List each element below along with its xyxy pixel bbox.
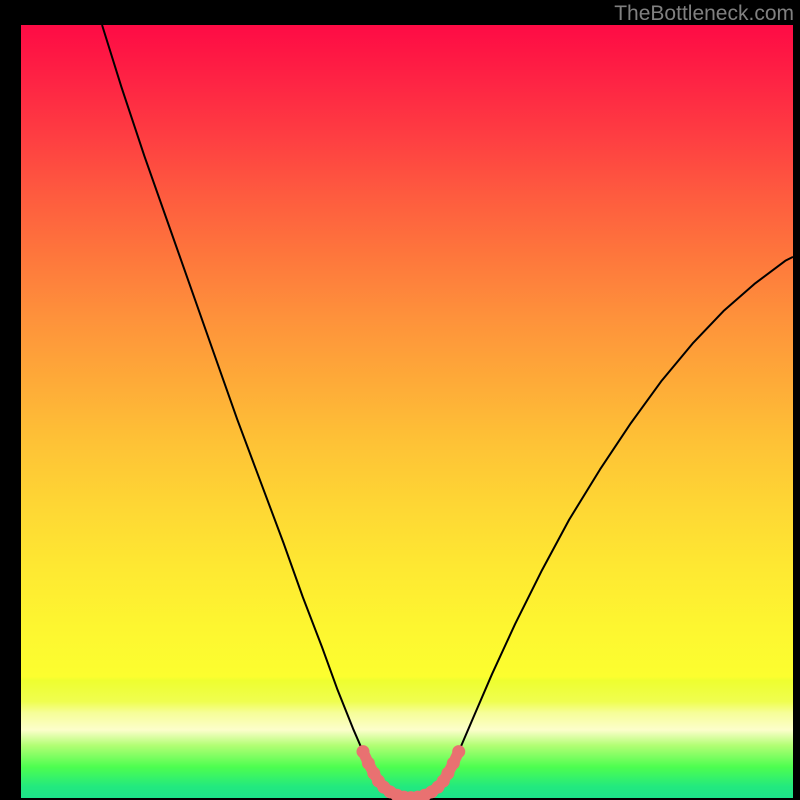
chart-container: TheBottleneck.com [0,0,800,800]
chart-plot-area [21,25,793,798]
bottleneck-chart [0,0,800,800]
